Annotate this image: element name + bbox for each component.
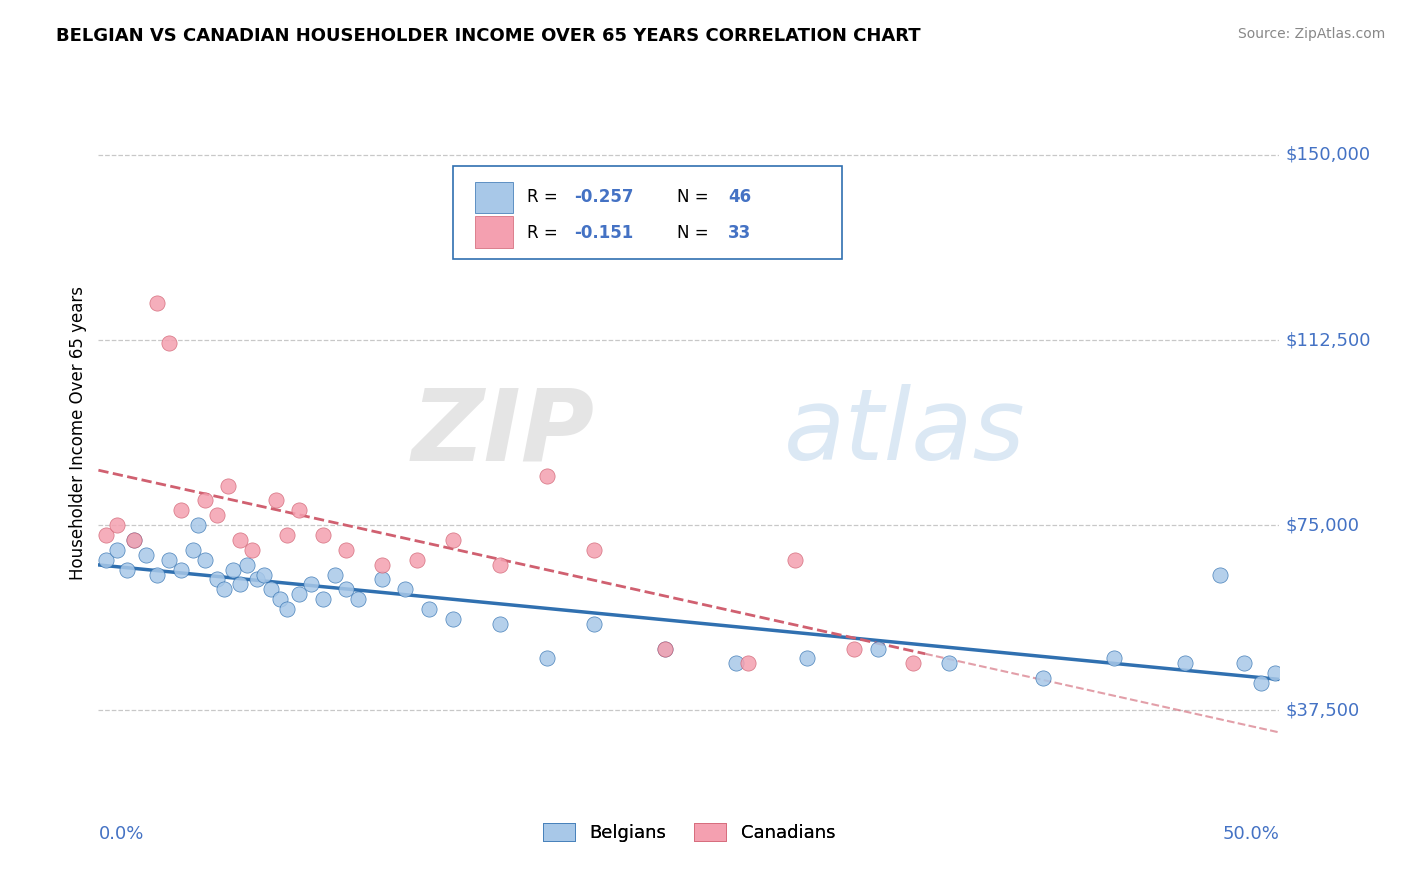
Point [157, 335, 180, 350]
Point [312, 592, 335, 607]
Point [371, 558, 394, 572]
Point [253, 567, 276, 582]
Point [903, 657, 925, 671]
Point [205, 508, 228, 523]
Point [394, 582, 416, 597]
Point [94, 552, 117, 566]
Point [489, 558, 512, 572]
Text: $112,500: $112,500 [1285, 331, 1371, 349]
Point [115, 563, 138, 577]
Point [181, 542, 204, 557]
Point [146, 567, 169, 582]
Point [194, 493, 217, 508]
Point [122, 533, 145, 547]
Point [170, 503, 193, 517]
Point [276, 528, 298, 542]
Point [246, 573, 269, 587]
Point [335, 542, 357, 557]
Point [1233, 657, 1256, 671]
Text: $37,500: $37,500 [1285, 701, 1360, 719]
FancyBboxPatch shape [453, 166, 842, 259]
Point [335, 582, 357, 597]
Point [536, 468, 558, 483]
Point [1250, 676, 1272, 690]
Point [146, 296, 169, 310]
FancyBboxPatch shape [475, 217, 513, 247]
Point [236, 558, 259, 572]
Point [441, 533, 464, 547]
Point [441, 612, 464, 626]
Point [406, 552, 429, 566]
Point [276, 602, 298, 616]
Y-axis label: Householder Income Over 65 years: Householder Income Over 65 years [69, 285, 87, 580]
Text: 50.0%: 50.0% [1223, 825, 1279, 843]
Point [1264, 666, 1286, 681]
Point [288, 587, 311, 601]
Text: -0.257: -0.257 [575, 188, 634, 206]
Text: N =: N = [678, 188, 714, 206]
Point [299, 577, 322, 591]
Point [1174, 657, 1197, 671]
Text: BELGIAN VS CANADIAN HOUSEHOLDER INCOME OVER 65 YEARS CORRELATION CHART: BELGIAN VS CANADIAN HOUSEHOLDER INCOME O… [56, 27, 921, 45]
Point [938, 657, 960, 671]
Point [187, 518, 209, 533]
Point [323, 567, 346, 582]
Point [288, 503, 311, 517]
Text: $75,000: $75,000 [1285, 516, 1360, 534]
Point [583, 616, 606, 631]
Text: $150,000: $150,000 [1285, 146, 1371, 164]
Point [222, 563, 245, 577]
Point [157, 552, 180, 566]
Point [489, 616, 512, 631]
Point [105, 518, 128, 533]
Point [654, 641, 676, 656]
Point [135, 548, 157, 562]
Point [264, 493, 287, 508]
Point [122, 533, 145, 547]
Point [1032, 671, 1054, 685]
Point [240, 542, 263, 557]
Point [418, 602, 440, 616]
Text: R =: R = [527, 224, 564, 242]
Text: -0.151: -0.151 [575, 224, 634, 242]
Text: 33: 33 [728, 224, 751, 242]
Point [105, 542, 128, 557]
Point [737, 657, 759, 671]
Point [312, 528, 335, 542]
Point [205, 573, 228, 587]
Point [1102, 651, 1125, 665]
Text: atlas: atlas [783, 384, 1025, 481]
Point [785, 552, 807, 566]
Point [212, 582, 235, 597]
Legend: Belgians, Canadians: Belgians, Canadians [536, 815, 842, 849]
Point [229, 577, 252, 591]
Point [260, 582, 283, 597]
Point [194, 552, 217, 566]
Point [170, 563, 193, 577]
Point [654, 641, 676, 656]
Point [583, 542, 606, 557]
Point [94, 528, 117, 542]
Point [217, 478, 239, 492]
Point [866, 641, 889, 656]
Point [347, 592, 370, 607]
Point [269, 592, 291, 607]
Point [1209, 567, 1232, 582]
Text: ZIP: ZIP [412, 384, 595, 481]
FancyBboxPatch shape [475, 182, 513, 212]
Text: 0.0%: 0.0% [98, 825, 143, 843]
Text: N =: N = [678, 224, 714, 242]
Text: Source: ZipAtlas.com: Source: ZipAtlas.com [1237, 27, 1385, 41]
Point [536, 651, 558, 665]
Point [725, 657, 748, 671]
Point [796, 651, 818, 665]
Point [229, 533, 252, 547]
Text: R =: R = [527, 188, 564, 206]
Point [371, 573, 394, 587]
Point [844, 641, 866, 656]
Text: 46: 46 [728, 188, 751, 206]
